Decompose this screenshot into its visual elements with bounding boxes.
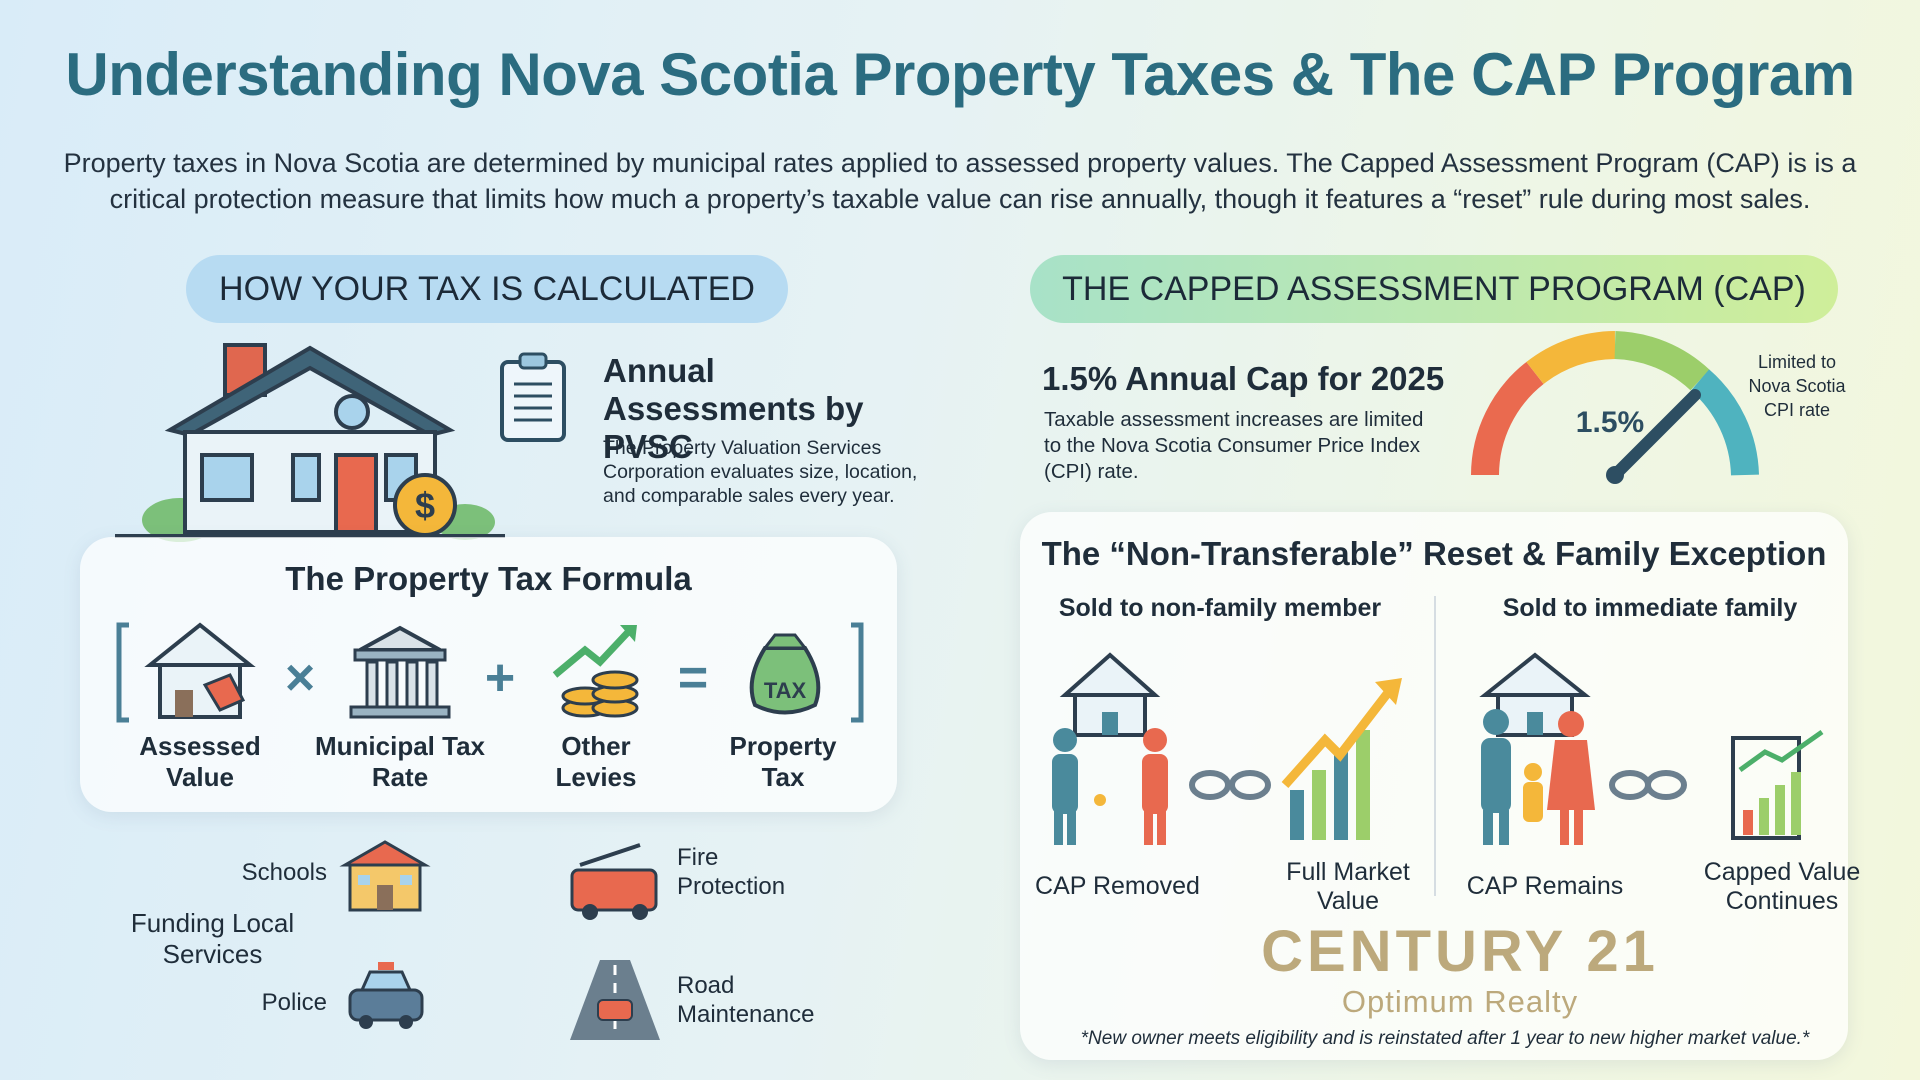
service-label: Police xyxy=(261,989,327,1016)
gauge: 1.5% xyxy=(1471,331,1759,484)
svg-text:$: $ xyxy=(415,485,435,526)
outcome-label: Capped Value Continues xyxy=(1703,858,1861,915)
service-label: Fire Protection xyxy=(677,844,786,900)
clipboard-icon xyxy=(500,352,566,442)
section-heading: HOW YOUR TAX IS CALCULATED xyxy=(186,255,788,323)
bag-label: TAX xyxy=(764,678,807,703)
formula-icons: TAX xyxy=(116,622,864,723)
operator: + xyxy=(484,649,516,707)
title: Understanding Nova Scotia Property Taxes… xyxy=(65,41,1855,108)
gauge-label: 1.5% xyxy=(1576,406,1644,439)
reset-icons xyxy=(1052,652,1824,845)
assessment-text: The Property Valuation Services Corporat… xyxy=(603,437,918,507)
reset-title: The “Non-Transferable” Reset & Family Ex… xyxy=(1041,535,1827,572)
operator: = xyxy=(677,649,709,707)
cap-title: 1.5% Annual Cap for 2025 xyxy=(1042,360,1445,397)
operator: × xyxy=(284,649,316,707)
formula-term: Property Tax xyxy=(729,731,837,792)
services-title: Funding Local Services xyxy=(130,908,295,969)
outcome-label: CAP Remains xyxy=(1466,872,1624,900)
section-heading: THE CAPPED ASSESSMENT PROGRAM (CAP) xyxy=(1030,255,1838,323)
house-illustration: $ xyxy=(115,343,505,542)
service-label: Schools xyxy=(241,859,327,886)
footnote: *New owner meets eligibility and is rein… xyxy=(1080,1028,1810,1049)
outcome-label: Full Market Value xyxy=(1286,858,1410,915)
service-label: Road Maintenance xyxy=(677,972,815,1028)
outcome-label: CAP Removed xyxy=(1035,872,1200,900)
formula-term: Other Levies xyxy=(555,731,637,792)
gauge-note: Limited to Nova Scotia CPI rate xyxy=(1748,352,1846,420)
column-heading: Sold to non-family member xyxy=(1058,594,1382,622)
formula-title: The Property Tax Formula xyxy=(285,560,692,597)
assessment-title: Annual Assessments by PVSC xyxy=(603,352,864,465)
intro: Property taxes in Nova Scotia are determ… xyxy=(63,148,1857,214)
formula-term: Municipal Tax Rate xyxy=(315,731,485,792)
service-icons xyxy=(339,840,660,1040)
column-heading: Sold to immediate family xyxy=(1502,594,1798,622)
brand-name: CENTURY 21 xyxy=(1261,919,1659,984)
formula-term: Assessed Value xyxy=(139,731,261,792)
cap-text: Taxable assessment increases are limited… xyxy=(1044,408,1424,483)
divider xyxy=(1434,596,1436,896)
brand-tagline: Optimum Realty xyxy=(1341,984,1579,1019)
